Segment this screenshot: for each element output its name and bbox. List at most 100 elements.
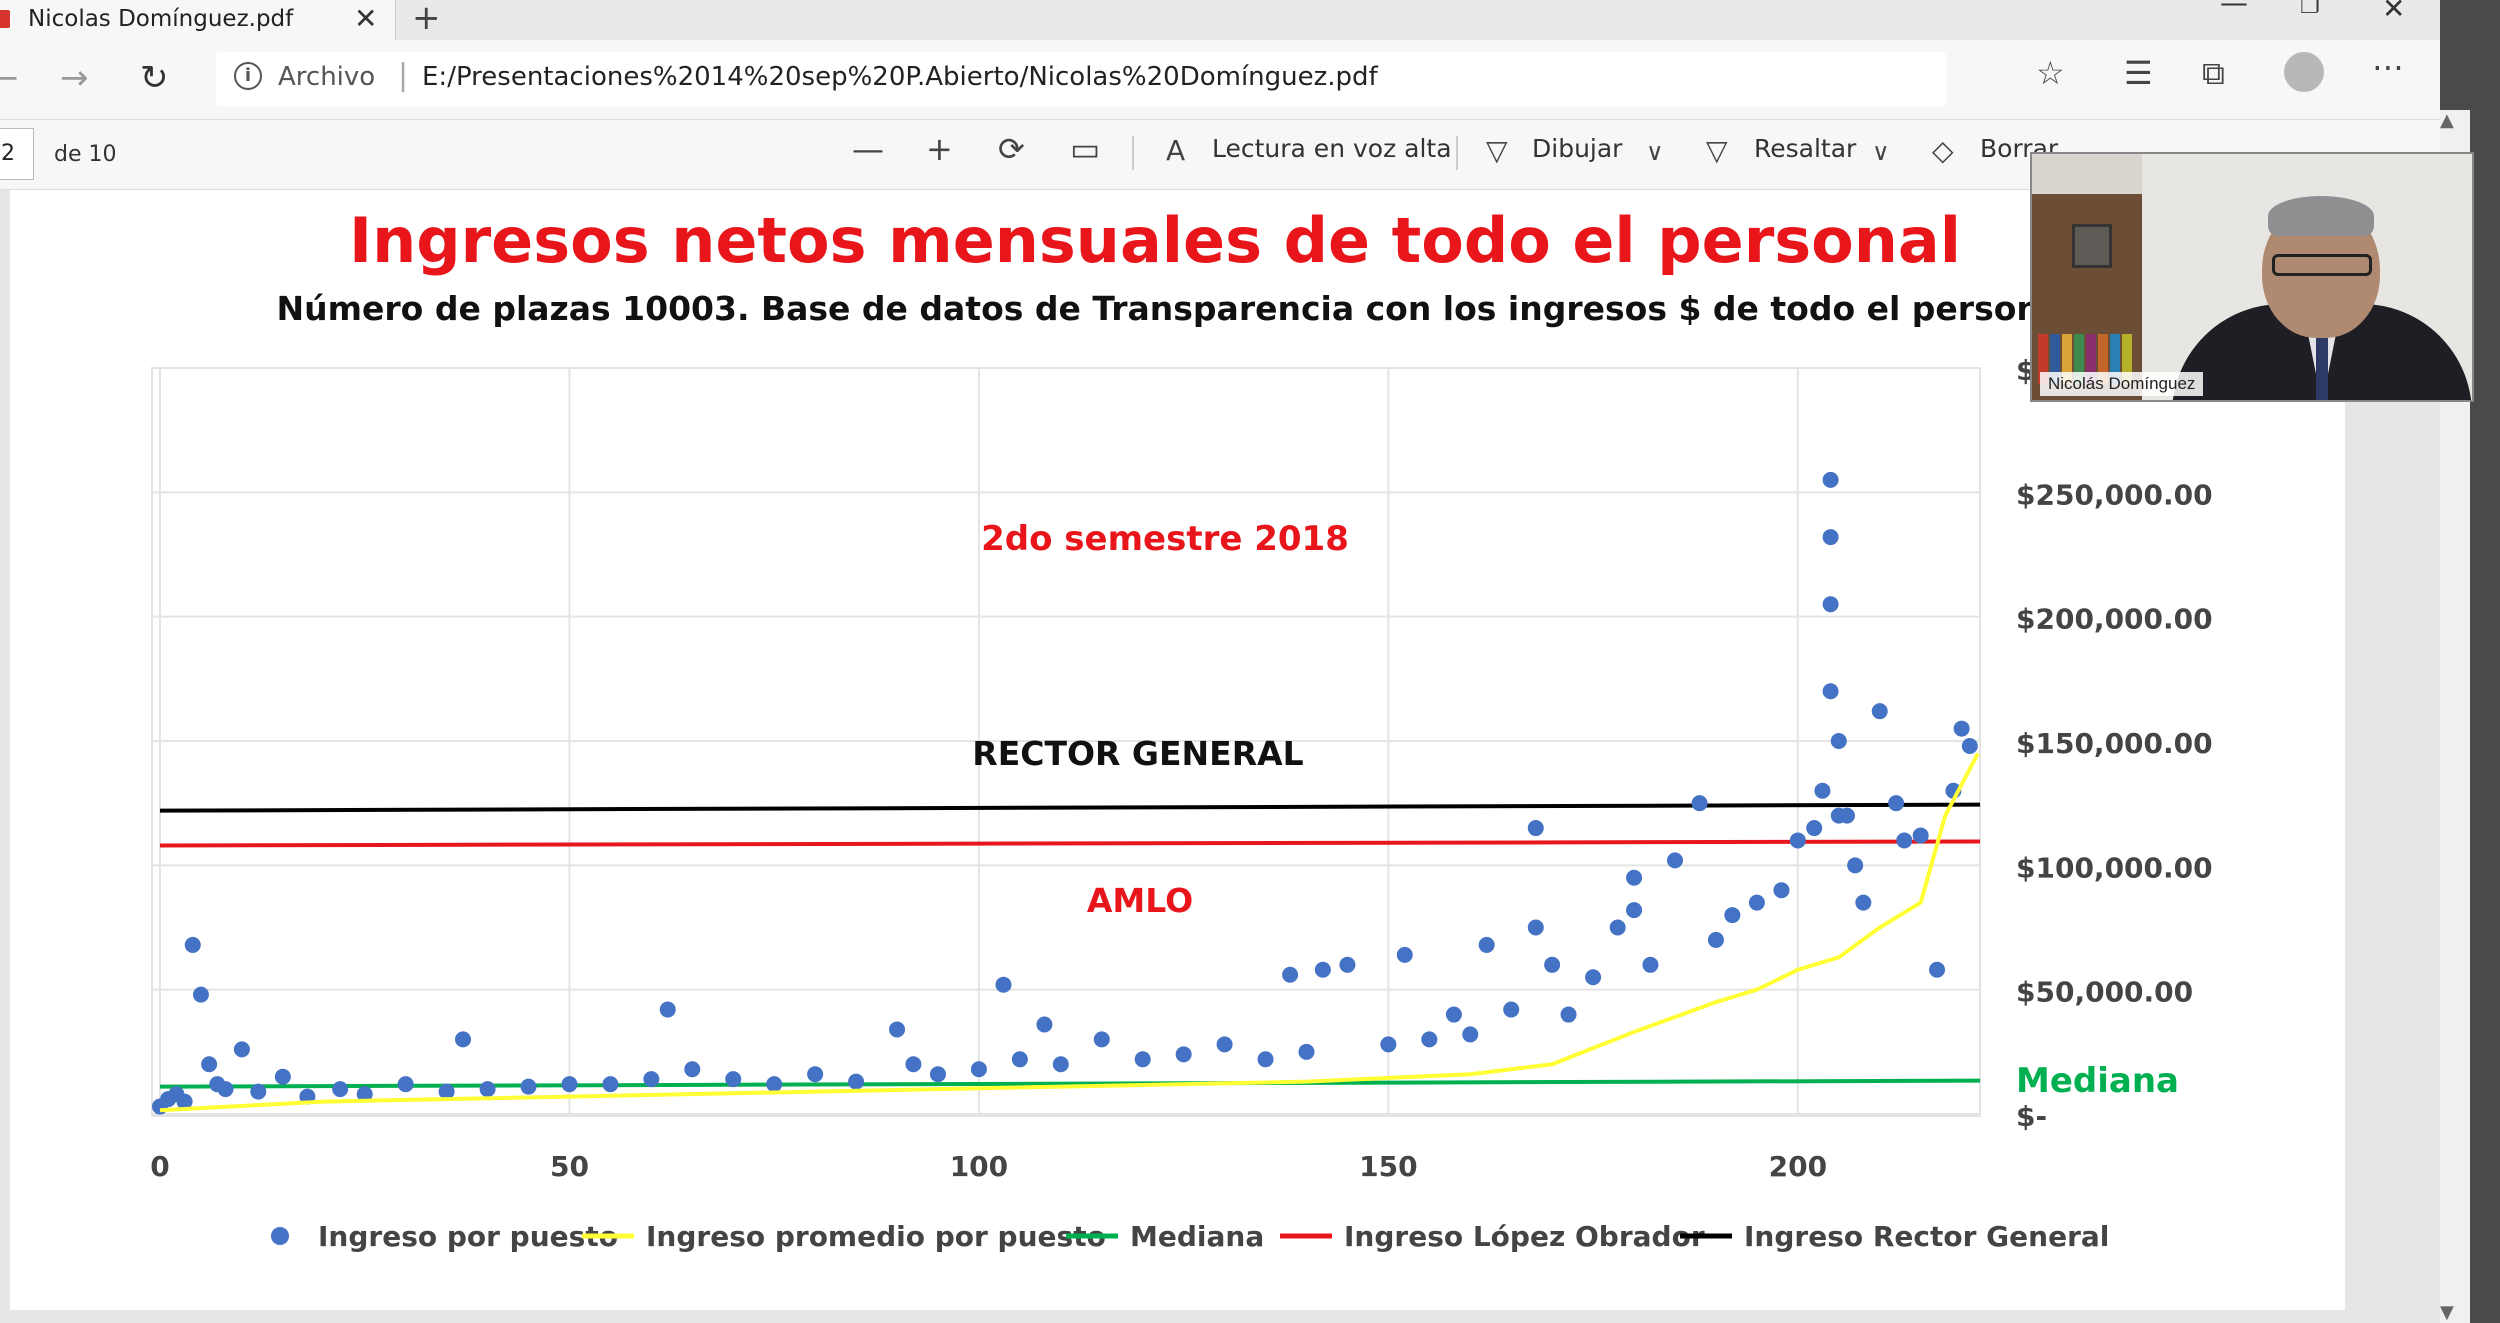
draw-icon[interactable]: ▽ xyxy=(1486,134,1508,167)
draw-button[interactable]: Dibujar xyxy=(1532,134,1623,163)
legend-label-rector: Ingreso Rector General xyxy=(1744,1220,2109,1253)
info-icon[interactable]: i xyxy=(234,62,262,90)
page-count: de 10 xyxy=(54,142,117,167)
tab-close-icon[interactable]: ✕ xyxy=(354,2,378,35)
forward-icon[interactable]: → xyxy=(60,58,89,98)
legend-label-average: Ingreso promedio por puesto xyxy=(646,1220,1106,1253)
tab-pdf[interactable]: Nicolas Domínguez.pdf ✕ xyxy=(0,0,396,40)
scatter-point xyxy=(561,1076,578,1093)
page-number-input[interactable]: 2 xyxy=(0,128,34,180)
scatter-point xyxy=(176,1093,193,1110)
minimize-button[interactable]: — xyxy=(2220,0,2248,19)
highlight-button[interactable]: Resaltar xyxy=(1754,134,1857,163)
collections-icon[interactable]: ⧉ xyxy=(2202,54,2225,92)
x-axis: 0 50 100 150 200 xyxy=(150,1150,1827,1183)
median-line xyxy=(159,1078,1981,1089)
scroll-up-icon[interactable]: ▲ xyxy=(2440,110,2454,131)
window-close-button[interactable]: ✕ xyxy=(2382,0,2406,25)
url-scheme: Archivo xyxy=(278,62,376,92)
scroll-down-icon[interactable]: ▼ xyxy=(2440,1302,2454,1323)
x-tick-label: 200 xyxy=(1769,1150,1827,1183)
highlight-dropdown-chevron-icon[interactable]: ∨ xyxy=(1872,138,1890,166)
legend: Ingreso por puesto Ingreso promedio por p… xyxy=(271,1220,2109,1253)
scatter-point xyxy=(1871,703,1888,720)
scatter-point xyxy=(1421,1031,1438,1048)
scatter-point xyxy=(1462,1026,1479,1043)
restore-button[interactable]: ❐ xyxy=(2300,0,2320,19)
scatter-point xyxy=(889,1021,906,1038)
scatter-point xyxy=(520,1078,537,1095)
read-aloud-button[interactable]: Lectura en voz alta xyxy=(1212,134,1452,163)
scatter-point xyxy=(929,1066,946,1083)
person-hair xyxy=(2268,196,2374,236)
annotation-amlo: AMLO xyxy=(1087,881,1193,920)
scatter-point xyxy=(848,1073,865,1090)
chart-title: Ingresos netos mensuales de todo el pers… xyxy=(349,204,1961,277)
rotate-icon[interactable]: ⟳ xyxy=(998,130,1025,168)
scatter-point xyxy=(1503,1001,1520,1018)
scatter-point xyxy=(1822,683,1839,700)
scatter-point xyxy=(1380,1036,1397,1053)
zoom-in-icon[interactable]: + xyxy=(926,130,953,168)
back-icon[interactable]: ← xyxy=(0,58,19,98)
draw-dropdown-chevron-icon[interactable]: ∨ xyxy=(1646,138,1664,166)
person-glasses xyxy=(2272,254,2372,276)
new-tab-button[interactable]: + xyxy=(412,0,441,38)
scatter-point xyxy=(766,1076,783,1093)
scatter-point xyxy=(201,1056,218,1073)
scatter-series xyxy=(152,471,1978,1115)
average-series xyxy=(159,752,1980,1113)
scatter-point xyxy=(1626,902,1643,919)
url-text[interactable]: E:/Presentaciones%2014%20sep%20P.Abierto… xyxy=(422,62,1378,92)
scatter-point xyxy=(1929,961,1946,978)
picture-frame xyxy=(2072,224,2112,268)
scatter-point xyxy=(1822,596,1839,613)
scatter-point xyxy=(1093,1031,1110,1048)
scatter-point xyxy=(1527,820,1544,837)
y-tick-label: $- xyxy=(2016,1100,2047,1133)
scatter-point xyxy=(217,1081,234,1098)
scatter-point xyxy=(233,1041,250,1058)
eraser-icon[interactable]: ◇ xyxy=(1932,134,1954,167)
scatter-point xyxy=(1691,795,1708,812)
zoom-out-icon[interactable]: — xyxy=(852,130,884,168)
scatter-point xyxy=(1134,1051,1151,1068)
amlo-line xyxy=(159,839,1981,848)
scatter-point xyxy=(1626,869,1643,886)
y-tick-label: $200,000.00 xyxy=(2016,603,2213,636)
scatter-point xyxy=(1609,919,1626,936)
more-options-icon[interactable]: ⋯ xyxy=(2372,48,2404,86)
legend-marker-scatter xyxy=(271,1227,289,1245)
scatter-point xyxy=(1896,832,1913,849)
favorite-star-icon[interactable]: ☆ xyxy=(2036,54,2065,92)
profile-avatar-icon[interactable] xyxy=(2284,52,2324,92)
refresh-icon[interactable]: ↻ xyxy=(140,58,169,98)
scatter-point xyxy=(684,1061,701,1078)
chart-subtitle: Número de plazas 10003. Base de datos de… xyxy=(277,289,2074,328)
scatter-point xyxy=(1175,1046,1192,1063)
scatter-point xyxy=(1396,946,1413,963)
highlight-icon[interactable]: ▽ xyxy=(1706,134,1728,167)
rector-line xyxy=(159,802,1981,813)
scatter-point xyxy=(356,1086,373,1103)
read-aloud-icon[interactable]: A xyxy=(1166,134,1186,167)
webcam-name-label: Nicolás Domínguez xyxy=(2040,372,2204,396)
x-tick-label: 0 xyxy=(150,1150,169,1183)
address-bar[interactable]: i Archivo | E:/Presentaciones%2014%20sep… xyxy=(216,52,1946,106)
scatter-point xyxy=(970,1061,987,1078)
scatter-point xyxy=(1339,956,1356,973)
annotation-median: Mediana xyxy=(2016,1061,2179,1101)
scatter-point xyxy=(192,986,209,1003)
fit-page-icon[interactable]: ▭ xyxy=(1070,130,1101,168)
address-bar-row: ← → ↻ i Archivo | E:/Presentaciones%2014… xyxy=(0,40,2440,120)
scatter-point xyxy=(905,1056,922,1073)
scatter-point xyxy=(1724,907,1741,924)
scatter-point xyxy=(1314,961,1331,978)
favorites-list-icon[interactable]: ☰ xyxy=(2124,54,2153,92)
scatter-point xyxy=(332,1081,349,1098)
y-tick-label: $100,000.00 xyxy=(2016,851,2213,884)
y-tick-label: $250,000.00 xyxy=(2016,478,2213,511)
scatter-point xyxy=(1011,1051,1028,1068)
